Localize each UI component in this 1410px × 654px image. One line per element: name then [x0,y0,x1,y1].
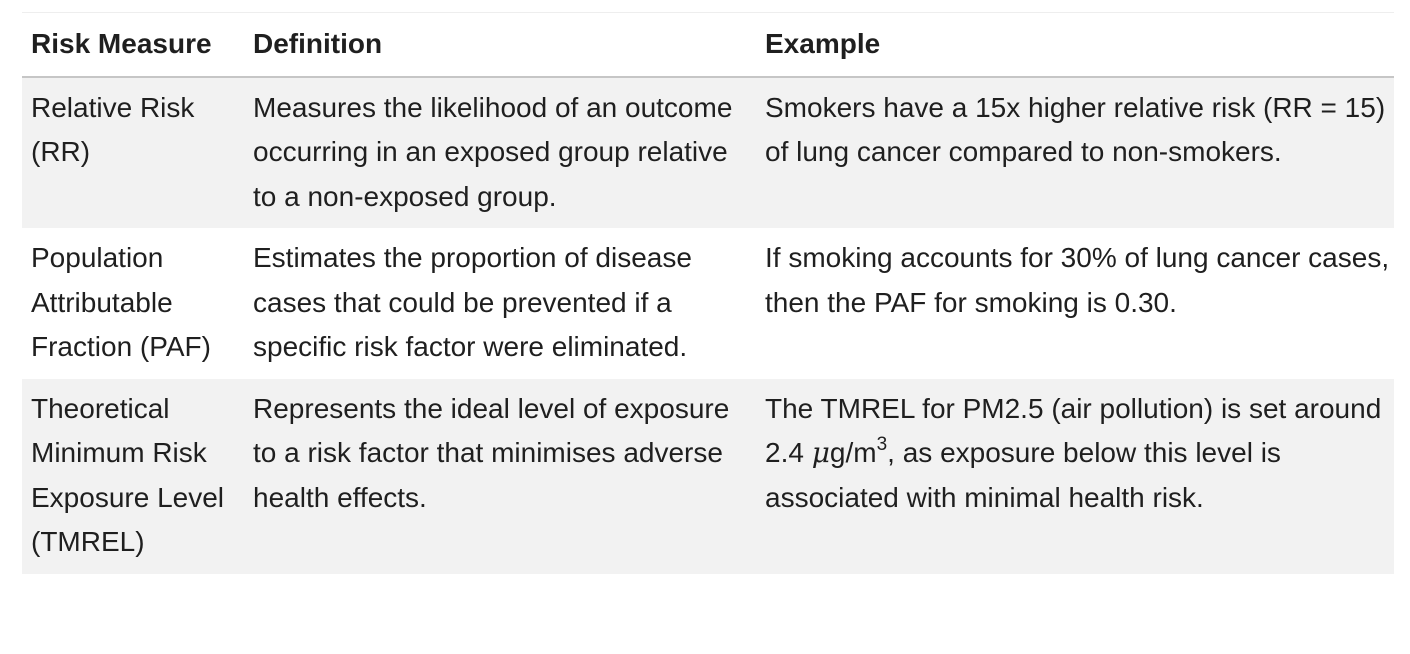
cell-definition: Measures the likelihood of an outcome oc… [244,76,756,228]
micro-symbol: μ [811,436,830,469]
header-example: Example [756,13,1394,78]
cell-definition: Represents the ideal level of exposure t… [244,378,756,574]
cell-measure: Relative Risk (RR) [22,76,244,228]
table-row: Population Attributable Fraction (PAF) E… [22,228,1394,379]
unit-exponent: 3 [876,434,888,455]
table-row: Relative Risk (RR) Measures the likeliho… [22,76,1394,228]
cell-example: The TMREL for PM2.5 (air pollution) is s… [756,378,1394,574]
unit-text: g/m [829,437,877,468]
table-row: Theoretical Minimum Risk Exposure Level … [22,378,1394,574]
example-text-start: The TMREL for PM2.5 (air pollution) is s… [765,392,1382,469]
cell-example: Smokers have a 15x higher relative risk … [756,76,1394,228]
cell-example: If smoking accounts for 30% of lung canc… [765,242,1390,318]
risk-measures-table: Risk Measure Definition Example Relative… [22,13,1394,574]
cell-definition: Estimates the proportion of disease case… [253,242,692,362]
cell-measure: Theoretical Minimum Risk Exposure Level … [22,378,244,574]
example-text-end: , as exposure below this level is associ… [765,437,1281,513]
table-top-divider [22,12,1394,13]
header-definition: Definition [244,13,756,78]
table-header-row: Risk Measure Definition Example [22,13,1394,78]
header-risk-measure: Risk Measure [22,13,244,78]
cell-measure: Population Attributable Fraction (PAF) [31,242,211,362]
